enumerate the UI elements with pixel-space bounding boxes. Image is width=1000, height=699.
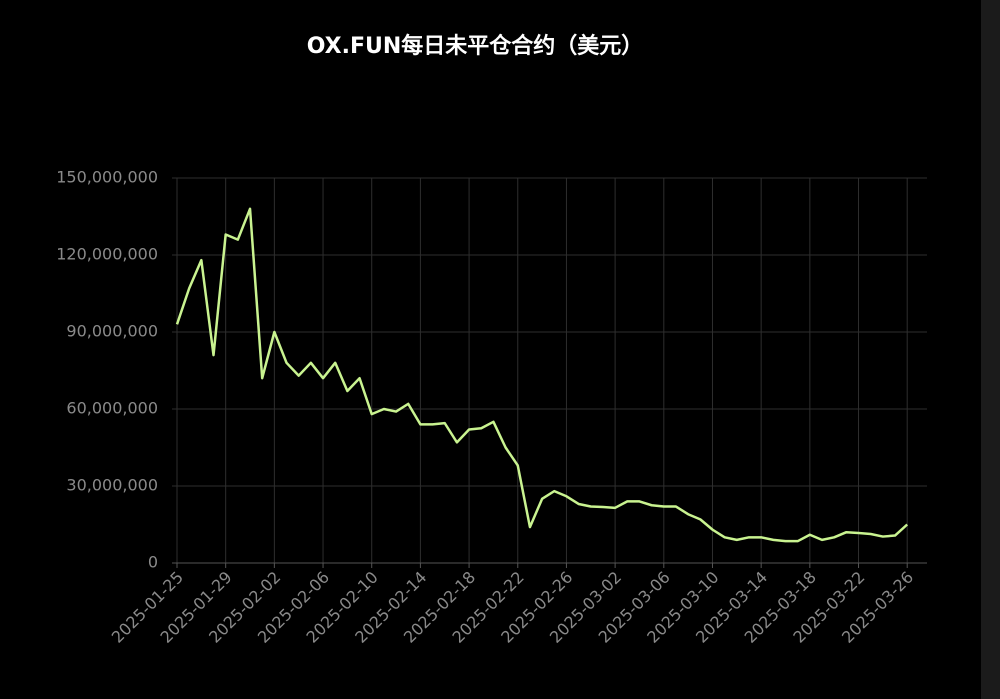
scrollbar[interactable] (981, 0, 1000, 699)
y-tick-label: 90,000,000 (66, 322, 158, 341)
y-tick-label: 0 (148, 553, 158, 572)
y-tick-label: 30,000,000 (66, 476, 158, 495)
chart-title: OX.FUN每日未平仓合约（美元） (307, 33, 644, 59)
y-tick-label: 120,000,000 (56, 245, 158, 264)
data-line (175, 207, 909, 543)
y-tick-label: 150,000,000 (56, 168, 158, 187)
y-tick-label: 60,000,000 (66, 399, 158, 418)
